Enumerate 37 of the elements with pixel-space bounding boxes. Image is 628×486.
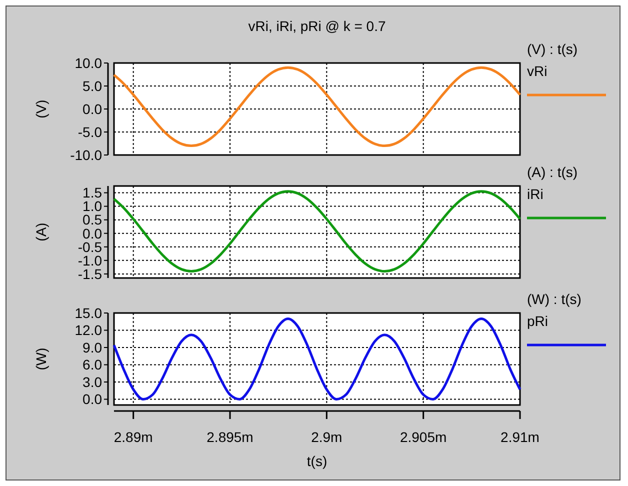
y-axis-title: (W) — [33, 348, 49, 370]
y-tick-label: 3.0 — [82, 374, 102, 390]
y-tick-label: -0.5 — [78, 238, 102, 255]
x-tick-label: 2.895m — [206, 429, 254, 445]
series-label: vRi — [527, 63, 548, 79]
y-tick-label: 0.0 — [82, 391, 102, 408]
series-label: iRi — [527, 186, 544, 202]
x-tick-label: 2.905m — [400, 429, 447, 445]
y-tick-label: -5.0 — [78, 124, 102, 140]
x-tick-label: 2.91m — [500, 429, 540, 445]
y-tick-label: 6.0 — [82, 356, 102, 373]
x-tick-label: 2.89m — [114, 429, 153, 445]
y-axis-title: (V) — [33, 100, 49, 118]
y-tick-label: 1.5 — [82, 184, 102, 201]
y-tick-label: -1.5 — [78, 266, 102, 282]
legend-title: (W) : t(s) — [527, 291, 582, 307]
x-axis-title: t(s) — [306, 453, 328, 469]
y-tick-label: 9.0 — [82, 339, 102, 356]
x-tick-label: 2.9m — [311, 429, 342, 445]
y-tick-label: -1.0 — [78, 252, 102, 268]
y-tick-label: 1.0 — [82, 198, 102, 214]
line-series — [112, 190, 522, 272]
y-tick-label: -10.0 — [70, 146, 102, 163]
y-tick-label: 0.0 — [82, 225, 102, 242]
y-tick-label: 12.0 — [74, 322, 102, 338]
line-series — [112, 66, 522, 148]
chart-title: vRi, iRi, pRi @ k = 0.7 — [248, 18, 386, 34]
text: pRi — [527, 313, 548, 329]
y-tick-label: 0.5 — [82, 212, 102, 228]
y-tick-label: 0.0 — [82, 100, 102, 117]
legend-title: (A) : t(s) — [527, 164, 578, 180]
y-tick-label: 5.0 — [82, 78, 102, 94]
legend-title: (V) : t(s) — [527, 41, 578, 57]
y-tick-label: 15.0 — [74, 304, 102, 321]
line-series — [112, 318, 522, 400]
y-axis-title: (A) — [33, 222, 49, 242]
y-tick-label: 10.0 — [74, 54, 102, 71]
